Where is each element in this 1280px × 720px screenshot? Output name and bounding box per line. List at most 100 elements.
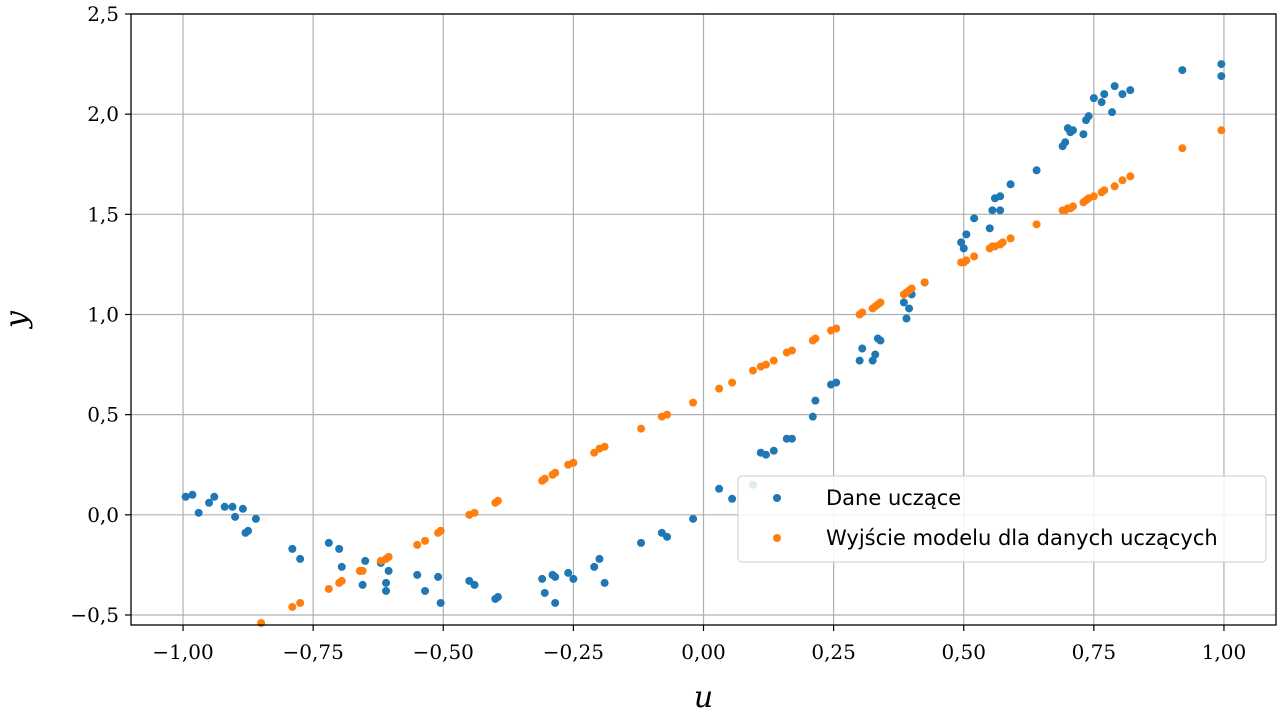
data-point	[205, 498, 214, 507]
data-point	[728, 378, 737, 387]
data-point	[996, 206, 1005, 215]
data-point	[858, 344, 867, 353]
data-point	[1108, 108, 1117, 117]
data-point	[905, 304, 914, 313]
data-point	[538, 574, 547, 583]
data-point	[962, 256, 971, 265]
y-axis-label: y	[0, 310, 34, 330]
data-point	[868, 356, 877, 365]
data-point	[244, 526, 253, 535]
data-point	[1006, 180, 1015, 189]
data-point	[985, 224, 994, 233]
legend: Dane uczące Wyjście modelu dla danych uc…	[737, 475, 1267, 563]
data-point	[257, 618, 266, 627]
data-point	[998, 238, 1007, 247]
data-point	[188, 490, 197, 499]
data-point	[335, 544, 344, 553]
data-point	[540, 588, 549, 597]
x-axis-label: u	[694, 680, 713, 715]
data-point	[988, 206, 997, 215]
data-point	[728, 494, 737, 503]
data-point	[551, 468, 560, 477]
data-point	[787, 434, 796, 443]
x-tick-label: 0,00	[681, 640, 726, 664]
data-point	[382, 586, 391, 595]
data-point	[358, 566, 367, 575]
data-point	[296, 598, 305, 607]
data-point	[769, 446, 778, 455]
y-tick-label: −0,5	[70, 603, 119, 627]
data-point	[663, 410, 672, 419]
data-point	[600, 442, 609, 451]
data-point	[876, 298, 885, 307]
y-tick-label: 1,5	[87, 202, 119, 226]
data-point	[811, 396, 820, 405]
data-point	[996, 192, 1005, 201]
data-point	[1006, 234, 1015, 243]
y-tick-label: 0,0	[87, 503, 119, 527]
x-tick-label: −0,50	[413, 640, 474, 664]
data-point	[288, 602, 297, 611]
data-point	[337, 576, 346, 585]
data-point	[413, 540, 422, 549]
data-point	[181, 492, 190, 501]
data-point	[220, 502, 229, 511]
data-point	[970, 252, 979, 261]
data-point	[689, 398, 698, 407]
data-point	[1079, 130, 1088, 139]
x-tick-label: 0,50	[941, 640, 986, 664]
data-point	[811, 334, 820, 343]
data-point	[1178, 66, 1187, 75]
x-tick-label: −1,00	[152, 640, 213, 664]
data-point	[382, 578, 391, 587]
data-point	[1100, 186, 1109, 195]
legend-label-dane-uczace: Dane uczące	[826, 486, 961, 510]
series-wyjscie-modelu	[257, 126, 1226, 627]
data-point	[769, 356, 778, 365]
legend-marker-wyjscie-modelu	[773, 534, 781, 542]
data-point	[1110, 182, 1119, 191]
data-point	[808, 412, 817, 421]
data-point	[761, 360, 770, 369]
data-point	[421, 536, 430, 545]
data-point	[337, 562, 346, 571]
data-point	[715, 384, 724, 393]
data-point	[970, 214, 979, 223]
data-point	[358, 580, 367, 589]
data-point	[715, 484, 724, 493]
data-point	[871, 350, 880, 359]
data-point	[595, 554, 604, 563]
y-axis-ticks: −0,5 0,0 0,5 1,0 1,5 2,0 2,5	[70, 2, 131, 627]
data-point	[600, 578, 609, 587]
grid	[131, 13, 1276, 625]
data-point	[590, 562, 599, 571]
data-point	[1118, 176, 1127, 185]
data-point	[288, 544, 297, 553]
legend-box	[737, 475, 1267, 563]
data-point	[296, 554, 305, 563]
data-point	[858, 308, 867, 317]
data-point	[1217, 126, 1226, 135]
data-point	[876, 336, 885, 345]
data-point	[902, 314, 911, 323]
data-point	[361, 556, 370, 565]
data-points	[181, 60, 1226, 627]
data-point	[569, 574, 578, 583]
data-point	[436, 526, 445, 535]
x-tick-label: 0,75	[1072, 640, 1117, 664]
data-point	[551, 598, 560, 607]
data-point	[748, 366, 757, 375]
data-point	[1084, 112, 1093, 121]
data-point	[1061, 138, 1070, 147]
data-point	[1069, 126, 1078, 135]
data-point	[787, 346, 796, 355]
data-point	[920, 278, 929, 287]
y-tick-label: 0,5	[87, 403, 119, 427]
data-point	[855, 356, 864, 365]
data-point	[1097, 98, 1106, 107]
data-point	[689, 514, 698, 523]
data-point	[1178, 144, 1187, 153]
data-point	[761, 450, 770, 459]
data-point	[957, 238, 966, 247]
data-point	[1089, 192, 1098, 201]
